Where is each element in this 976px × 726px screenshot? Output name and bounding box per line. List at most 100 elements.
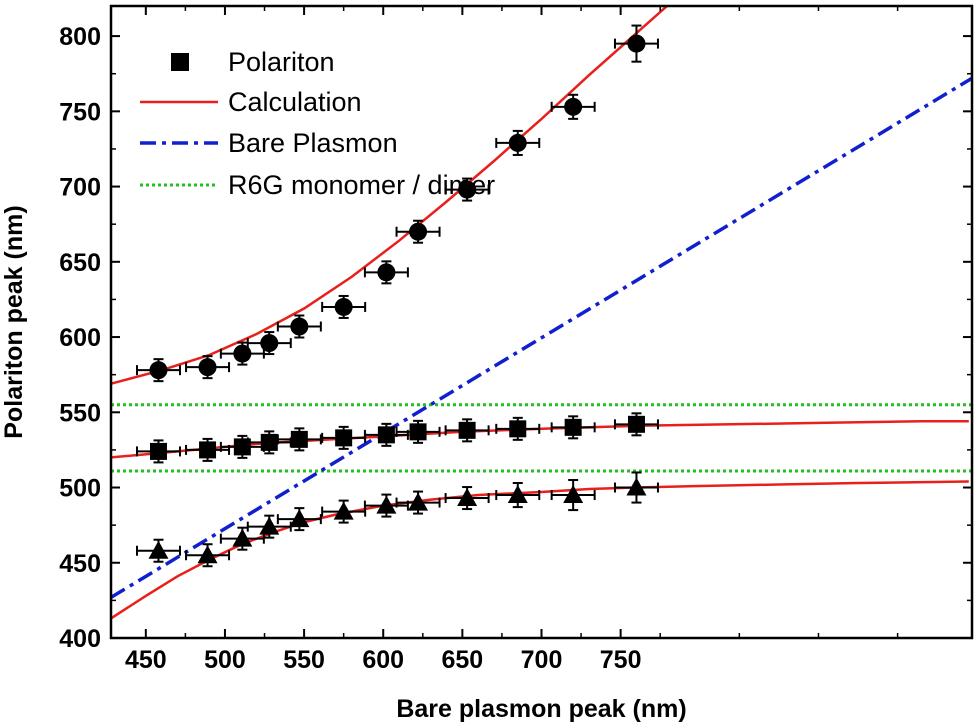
data-point xyxy=(495,416,541,441)
x-tick-label: 700 xyxy=(521,646,563,674)
legend-entry: Calculation xyxy=(140,87,362,117)
data-point xyxy=(363,260,409,285)
square-marker xyxy=(409,423,427,441)
triangle-marker xyxy=(408,492,429,511)
y-tick-label: 600 xyxy=(59,324,101,352)
bare-plasmon-line xyxy=(111,76,972,599)
circle-marker xyxy=(409,222,428,241)
data-point xyxy=(395,219,441,244)
data-point xyxy=(613,471,659,504)
legend-entry: Polariton xyxy=(171,47,335,77)
data-point xyxy=(135,439,181,464)
data-point xyxy=(321,294,367,319)
y-tick-label: 550 xyxy=(59,399,101,427)
data-point xyxy=(185,543,231,568)
x-tick-label: 550 xyxy=(283,646,325,674)
data-point xyxy=(395,490,441,515)
data-point xyxy=(550,415,596,440)
triangle-marker xyxy=(259,516,280,535)
square-marker xyxy=(199,441,217,459)
data-point xyxy=(246,430,292,455)
square-marker xyxy=(149,442,167,460)
square-marker xyxy=(290,430,308,448)
y-tick-label: 400 xyxy=(59,625,101,653)
circle-marker xyxy=(458,180,477,199)
x-axis-title: Bare plasmon peak (nm) xyxy=(396,695,686,723)
data-point xyxy=(246,331,292,356)
data-point xyxy=(321,499,367,524)
plot-area xyxy=(111,6,972,620)
triangle-marker xyxy=(148,540,169,559)
square-marker xyxy=(509,420,527,438)
square-marker xyxy=(377,426,395,444)
data-layer xyxy=(111,6,972,620)
data-point xyxy=(135,538,181,563)
square-marker xyxy=(260,433,278,451)
tick-layer: 450 500 550 600 650 700 750 400 450 500 550 600 650 7… xyxy=(59,6,972,674)
circle-marker xyxy=(508,133,527,152)
triangle-marker xyxy=(626,477,647,496)
circle-marker xyxy=(627,34,646,53)
x-tick-label: 600 xyxy=(362,646,404,674)
data-point xyxy=(219,526,265,551)
y-tick-label: 450 xyxy=(59,550,101,578)
circle-marker xyxy=(198,358,217,377)
data-point xyxy=(219,341,265,366)
square-marker xyxy=(458,421,476,439)
y-tick-label: 500 xyxy=(59,475,101,503)
legend-label: R6G monomer / dimer xyxy=(228,170,495,200)
square-marker xyxy=(233,438,251,456)
legend-entry: R6G monomer / dimer xyxy=(140,170,495,200)
y-tick-label: 700 xyxy=(59,174,101,202)
y-axis-title: Polariton peak (nm) xyxy=(0,205,28,438)
triangle-marker xyxy=(376,495,397,514)
y-tick-label: 800 xyxy=(59,23,101,51)
y-tick-label: 750 xyxy=(59,98,101,126)
data-point xyxy=(550,93,596,120)
circle-marker xyxy=(149,361,168,380)
data-point xyxy=(444,418,490,443)
data-point xyxy=(363,422,409,447)
data-point xyxy=(495,129,541,156)
square-marker xyxy=(627,415,645,433)
data-point xyxy=(321,425,367,450)
legend-entry: Bare Plasmon xyxy=(140,128,398,158)
circle-marker xyxy=(334,297,353,316)
legend-label: Polariton xyxy=(228,47,335,77)
data-point xyxy=(246,514,292,539)
square-marker xyxy=(335,429,353,447)
data-point xyxy=(395,419,441,444)
legend-label: Calculation xyxy=(228,87,362,117)
circle-marker xyxy=(260,334,279,353)
data-point xyxy=(613,24,659,63)
data-point xyxy=(185,355,231,380)
triangle-marker xyxy=(232,528,253,547)
x-tick-label: 750 xyxy=(600,646,642,674)
x-tick-label: 650 xyxy=(442,646,484,674)
data-point xyxy=(550,479,596,512)
legend: Polariton Calculation Bare Plasmon R6G mono… xyxy=(140,47,495,200)
circle-marker xyxy=(564,97,583,116)
data-point xyxy=(363,493,409,518)
data-point xyxy=(185,437,231,462)
legend-label: Bare Plasmon xyxy=(228,128,398,158)
triangle-marker xyxy=(289,509,310,528)
data-point xyxy=(219,434,265,459)
circle-marker xyxy=(233,344,252,363)
data-point xyxy=(444,177,490,202)
x-tick-label: 450 xyxy=(125,646,167,674)
triangle-marker xyxy=(563,485,584,504)
data-point xyxy=(495,482,541,509)
calculation-curve xyxy=(111,6,669,385)
circle-marker xyxy=(377,263,396,282)
triangle-marker xyxy=(457,488,478,507)
legend-square-marker xyxy=(171,53,189,71)
data-point xyxy=(444,486,490,511)
circle-marker xyxy=(290,317,309,336)
data-point xyxy=(613,412,659,437)
x-tick-label: 500 xyxy=(204,646,246,674)
data-point xyxy=(135,358,181,383)
data-point xyxy=(276,507,322,532)
y-tick-label: 650 xyxy=(59,249,101,277)
